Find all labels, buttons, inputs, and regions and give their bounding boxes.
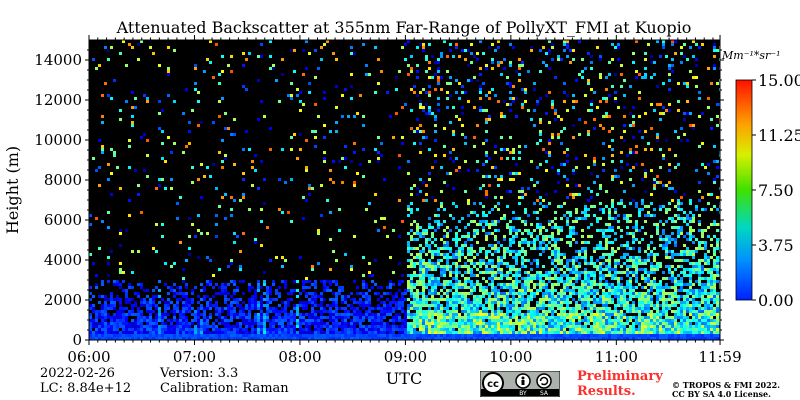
y-tick-label: 8000 [44,171,82,189]
copyright-line-2: CC BY SA 4.0 License. [672,389,771,399]
cc-by-text: BY [519,390,527,397]
x-tick-label: 11:00 [595,348,638,366]
copyright-line-1: © TROPOS & FMI 2022. [672,380,781,390]
x-tick-label: 10:00 [489,348,532,366]
date-label: 2022-02-26 [40,366,115,381]
colorbar-tick-label: 0.00 [758,291,794,310]
colorbar-ticks: 0.00 3.75 7.50 11.25 15.00 [752,71,800,310]
chart-title: Attenuated Backscatter at 355nm Far-Rang… [116,18,692,37]
y-tick-label: 12000 [34,91,82,109]
x-tick-label: 07:00 [173,348,216,366]
x-tick-label: 08:00 [278,348,321,366]
preliminary-notice: Preliminary Results. [577,369,663,399]
preliminary-line-1: Preliminary [577,369,663,384]
y-axis-label: Height (m) [3,146,22,234]
x-tick-label: 11:59 [698,348,741,366]
y-tick-label: 2000 [44,291,82,309]
x-axis: 06:00 07:00 08:00 09:00 10:00 11:00 11:59 [67,35,742,366]
calibration-label: Calibration: Raman [160,381,289,396]
y-tick-label: 14000 [34,51,82,69]
colorbar-unit: Mm⁻¹*sr⁻¹ [721,49,781,62]
colorbar-tick-label: 7.50 [758,181,794,200]
sa-icon [536,373,552,389]
y-tick-label: 10000 [34,131,82,149]
x-tick-label: 09:00 [384,348,427,366]
y-axis: 0 2000 4000 6000 8000 10000 12000 14000 [34,49,724,349]
y-tick-label: 4000 [44,251,82,269]
colorbar-tick-label: 3.75 [758,236,794,255]
colorbar [735,79,753,301]
colorbar-tick-label: 15.00 [758,71,800,90]
x-axis-label: UTC [386,369,422,388]
y-tick-label: 6000 [44,211,82,229]
copyright-notice: © TROPOS & FMI 2022. CC BY SA 4.0 Licens… [672,381,780,399]
cc-license-badge: cc BY SA [480,371,560,397]
version-label: Version: 3.3 [160,366,239,381]
x-tick-label: 06:00 [67,348,110,366]
cc-sa-text: SA [540,390,549,397]
y-tick-label: 0 [72,331,82,349]
heatmap-cells [89,40,720,340]
preliminary-line-2: Results. [577,384,636,399]
colorbar-tick-label: 11.25 [758,126,800,145]
lc-label: LC: 8.84e+12 [40,381,132,396]
